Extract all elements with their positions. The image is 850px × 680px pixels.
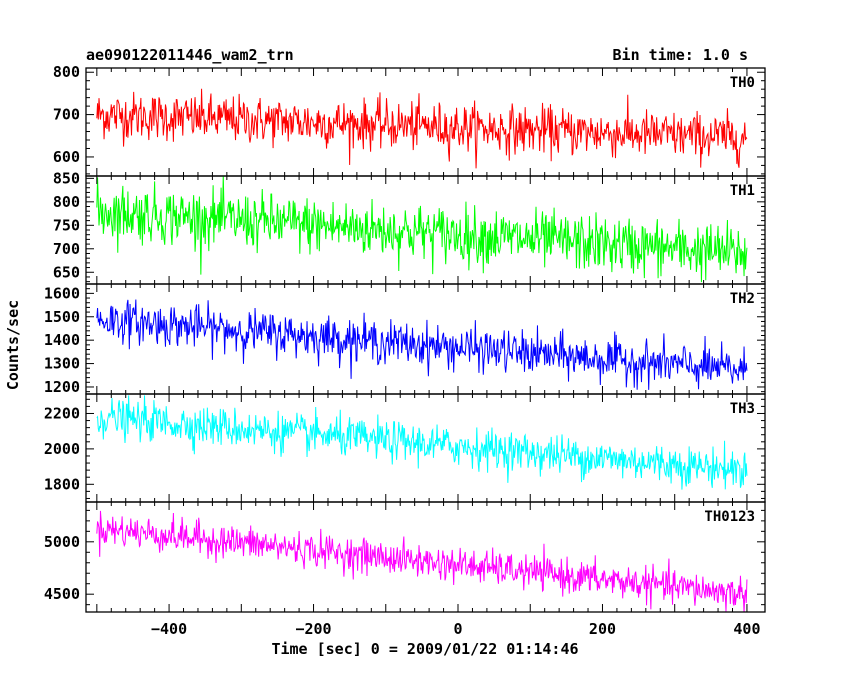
y-tick-label: 700: [53, 240, 80, 258]
panel-frame: [85, 501, 766, 613]
x-tick-label: 400: [733, 620, 760, 638]
panel-th1: 650 700 750 800 850 TH1: [53, 169, 766, 285]
series-line-th0: [96, 88, 748, 169]
y-tick-label: 750: [53, 216, 80, 234]
x-tick-label: −200: [295, 620, 331, 638]
y-tick-label: 1500: [44, 308, 80, 326]
y-tick-label: 1300: [44, 355, 80, 373]
x-tick-label: 0: [453, 620, 462, 638]
series-line-th0123: [96, 510, 748, 612]
x-tick-label: 200: [589, 620, 616, 638]
y-tick-label: 1600: [44, 284, 80, 302]
panel-frame: [85, 283, 766, 395]
panel-frame: [85, 393, 766, 503]
y-tick-label: 700: [53, 106, 80, 124]
y-tick-label: 4500: [44, 585, 80, 603]
y-tick-label: 850: [53, 169, 80, 187]
chart-title: ae090122011446_wam2_trn: [86, 46, 294, 64]
y-tick-label: 800: [53, 193, 80, 211]
y-axis-label: Counts/sec: [4, 300, 22, 390]
panel-label-th3: TH3: [730, 401, 755, 417]
panel-th0: 600 700 800 TH0: [53, 63, 766, 177]
y-tick-label: 800: [53, 63, 80, 81]
panels-group: 600 700 800 TH0 650 700 750 800 850 TH1 1200 1300 14…: [44, 63, 766, 613]
y-tick-label: 600: [53, 148, 80, 166]
panel-label-th2: TH2: [730, 291, 755, 307]
panel-th2: 1200 1300 1400 1500 1600 TH2: [44, 283, 766, 396]
panel-th3: 1800 2000 2200 TH3: [44, 393, 766, 503]
series-line-th1: [96, 176, 748, 283]
panel-th0123: 4500 5000 TH0123: [44, 501, 766, 613]
panel-label-th0: TH0: [730, 75, 755, 91]
panel-label-th1: TH1: [730, 183, 755, 199]
series-line-th3: [96, 395, 748, 490]
y-tick-label: 2200: [44, 404, 80, 422]
y-tick-label: 1400: [44, 331, 80, 349]
y-tick-label: 1200: [44, 378, 80, 396]
y-tick-label: 2000: [44, 440, 80, 458]
y-tick-label: 1800: [44, 475, 80, 493]
bin-time-label: Bin time: 1.0 s: [613, 46, 748, 64]
x-axis: −400 −200 0 200 400: [151, 620, 760, 638]
panel-label-th0123: TH0123: [704, 509, 755, 525]
y-tick-label: 5000: [44, 533, 80, 551]
x-tick-label: −400: [151, 620, 187, 638]
series-line-th2: [96, 299, 748, 390]
x-axis-label: Time [sec] 0 = 2009/01/22 01:14:46: [271, 640, 578, 658]
y-tick-label: 650: [53, 263, 80, 281]
